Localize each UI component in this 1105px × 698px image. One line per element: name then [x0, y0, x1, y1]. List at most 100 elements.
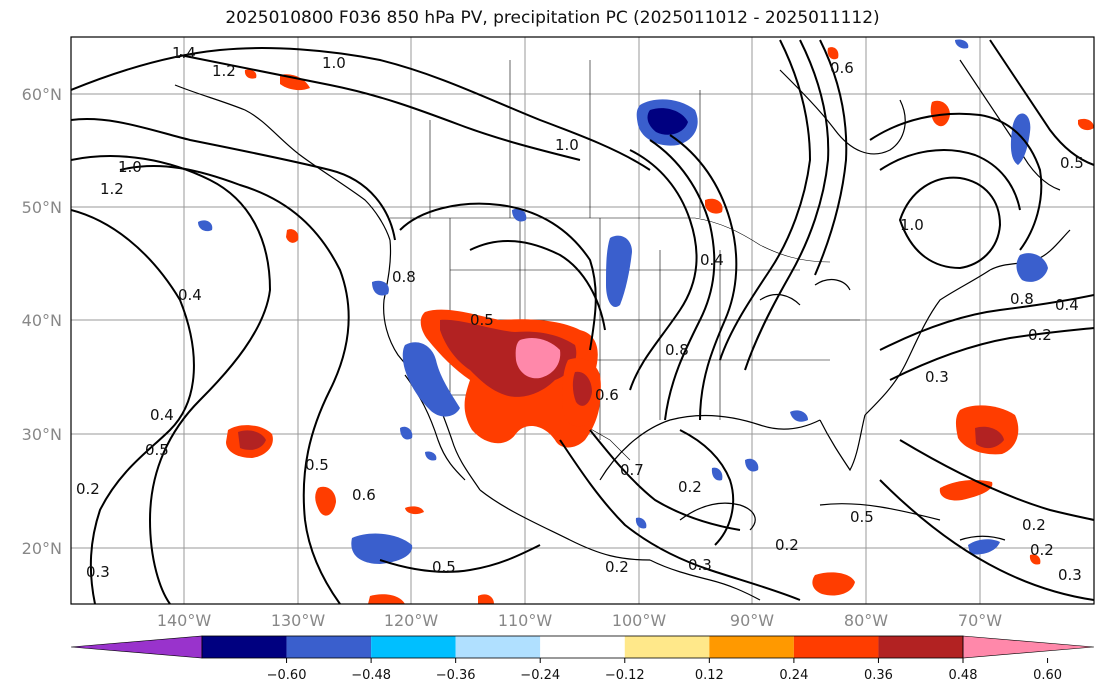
colorbar-tick-label: −0.24 [520, 668, 560, 683]
contour-label-group: 1.4 1.2 1.0 1.0 1.2 1.0 0.8 0.6 0.4 0.4 … [76, 44, 1084, 584]
shade-pacific-small-2 [286, 229, 299, 243]
contour-24 [379, 544, 541, 573]
lat-label: 50°N [22, 198, 62, 217]
shade-sm-orange-1 [405, 506, 424, 515]
contour-5 [71, 47, 651, 171]
contour-label: 0.6 [830, 59, 854, 77]
shade-canada-orange [705, 198, 723, 214]
contour-label: 1.0 [118, 158, 142, 176]
colorbar-extend-high [962, 635, 1095, 659]
contour-label: 0.4 [1055, 296, 1079, 314]
mexico-west-coast [479, 489, 651, 561]
shade-caribbean-blue [968, 539, 1000, 555]
contour-20 [879, 294, 1094, 351]
contour-label: 0.2 [775, 536, 799, 554]
contour-25 [989, 39, 1094, 166]
lat-label: 30°N [22, 425, 62, 444]
lon-tick-labels: 140°W 130°W 120°W 110°W 100°W 90°W 80°W … [157, 611, 1002, 630]
contour-label: 1.2 [212, 62, 236, 80]
contour-label: 0.6 [595, 386, 619, 404]
contour-label: 0.5 [432, 558, 456, 576]
contour-label: 1.0 [555, 136, 579, 154]
province-borders [429, 60, 701, 218]
colorbar-segment [371, 636, 456, 658]
contour-label: 0.2 [605, 558, 629, 576]
contour-label: 0.8 [665, 341, 689, 359]
shade-nw-orange-1 [280, 74, 310, 91]
colorbar-segment [793, 636, 879, 658]
contour-label: 0.3 [688, 556, 712, 574]
shade-ne-orange-2 [1078, 118, 1094, 131]
colorbar: −0.60 −0.48 −0.36 −0.24 −0.12 0.12 0.24 0.36 0.4… [70, 635, 1095, 683]
contour-label: 0.5 [850, 508, 874, 526]
shade-gulf-blue-2 [745, 458, 759, 472]
shade-hudson-navy [647, 108, 688, 135]
lat-label: 20°N [22, 539, 62, 558]
shade-sm-orange-3 [1029, 554, 1041, 565]
shade-gulf-blue [790, 410, 808, 422]
colorbar-segment [540, 636, 625, 658]
shade-sm-orange-2 [827, 47, 839, 60]
colorbar-tick-label: 0.60 [1033, 668, 1062, 683]
shade-atlantic-red-core [975, 426, 1004, 449]
contour-label: 0.8 [392, 268, 416, 286]
shade-small-blue-3 [425, 451, 437, 461]
lon-label: 140°W [157, 611, 212, 630]
great-lakes [759, 278, 851, 306]
contour-label: 0.2 [76, 480, 100, 498]
map-title: 2025010800 F036 850 hPa PV, precipitatio… [225, 8, 880, 28]
map-panel: 1.4 1.2 1.0 1.0 1.2 1.0 0.8 0.6 0.4 0.4 … [71, 37, 1094, 604]
shade-atlantic-orange [939, 480, 993, 501]
contour-10 [649, 139, 716, 421]
shade-small-blue-4 [635, 517, 647, 529]
contour-label: 0.4 [150, 406, 174, 424]
lon-label: 120°W [384, 611, 439, 630]
contour-14 [814, 39, 848, 276]
shade-ne-blue-2 [955, 39, 969, 49]
contour-19 [898, 176, 1002, 270]
contour-23 [879, 479, 1094, 601]
shade-south-orange-2 [478, 594, 494, 604]
map-frame [70, 36, 1095, 605]
colorbar-tick-label: −0.36 [436, 668, 476, 683]
lon-label: 100°W [612, 611, 667, 630]
shade-pacific-small-1 [315, 486, 336, 516]
contour-12 [719, 39, 812, 361]
contour-26 [679, 429, 735, 546]
shade-ne-orange [930, 100, 950, 127]
lat-label: 60°N [22, 85, 62, 104]
contour-label: 0.5 [470, 311, 494, 329]
contour-label: 0.2 [1028, 326, 1052, 344]
contour-label: 1.0 [322, 54, 346, 72]
colorbar-tick-label: −0.48 [351, 668, 391, 683]
yucatan-coast [679, 502, 756, 531]
contour-label: 0.7 [620, 461, 644, 479]
contour-label: 0.5 [305, 456, 329, 474]
colorbar-tick-label: 0.36 [864, 668, 893, 683]
contour-1 [71, 209, 195, 604]
contour-label: 0.4 [700, 251, 724, 269]
shade-pacific-blue [351, 533, 413, 564]
contour-label: 0.4 [178, 286, 202, 304]
contour-label: 1.4 [172, 44, 196, 62]
shade-sw-us-inner [440, 319, 577, 397]
florida-coast [819, 414, 866, 472]
colorbar-tick-label: 0.24 [779, 668, 808, 683]
colorbar-frame [201, 635, 964, 659]
contour-22 [899, 439, 1094, 521]
contour-16 [589, 429, 741, 531]
hudson-bay-coast [779, 69, 906, 155]
contour-label: 0.3 [86, 563, 110, 581]
colorbar-segment [202, 636, 287, 658]
shade-pacific-blue-sm [198, 220, 213, 232]
lon-label: 70°W [958, 611, 1002, 630]
contour-label: 0.5 [145, 441, 169, 459]
colorbar-tick-label: 0.12 [695, 668, 724, 683]
contour-21 [889, 327, 1094, 381]
contour-label: 0.2 [1022, 516, 1046, 534]
contour-17 [869, 112, 1043, 251]
contour-label: 0.3 [925, 368, 949, 386]
contour-15 [559, 439, 801, 601]
contour-label: 0.2 [678, 478, 702, 496]
shade-baja-blue [400, 426, 413, 440]
